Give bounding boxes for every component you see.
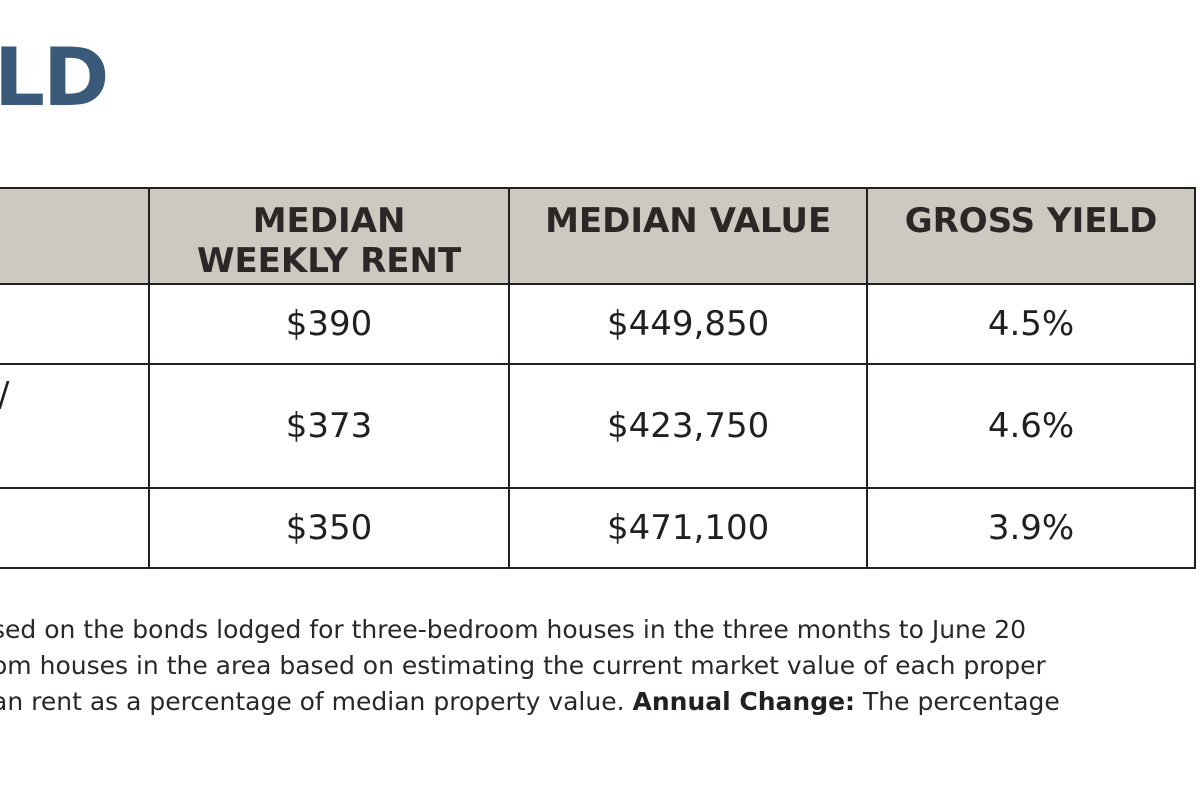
footnote-annual-change-text: The percentage: [863, 687, 1060, 716]
cell-median-value: $471,100: [508, 487, 869, 569]
table-row: $350 $471,100 3.9%: [0, 487, 1196, 569]
header-rent-line2: WEEKLY RENT: [196, 241, 462, 281]
cell-gross-yield: 3.9%: [866, 487, 1196, 569]
cell-gross-yield: 4.6%: [866, 363, 1196, 489]
cell-median-rent: $373: [147, 363, 511, 489]
header-gross-yield: GROSS YIELD: [866, 187, 1196, 285]
header-region: [0, 187, 150, 285]
row-region-label: [0, 283, 150, 365]
footnote-gross-yield-text: an rent as a percentage of median proper…: [0, 687, 625, 716]
table-header-row: MEDIAN WEEKLY RENT MEDIAN VALUE GROSS YI…: [0, 187, 1196, 285]
footnote-line-3: an rent as a percentage of median proper…: [0, 684, 1200, 720]
header-median-value: MEDIAN VALUE: [508, 187, 869, 285]
row-region-label: [0, 487, 150, 569]
cell-median-value: $449,850: [508, 283, 869, 365]
table-footnotes: sed on the bonds lodged for three-bedroo…: [0, 612, 1200, 720]
page-heading: LD: [0, 31, 109, 124]
cell-median-value: $423,750: [508, 363, 869, 489]
header-median-weekly-rent: MEDIAN WEEKLY RENT: [147, 187, 511, 285]
footnote-annual-change-label: Annual Change:: [632, 687, 856, 716]
footnote-line-2: om houses in the area based on estimatin…: [0, 651, 1046, 680]
cell-median-rent: $390: [147, 283, 511, 365]
cell-gross-yield: 4.5%: [866, 283, 1196, 365]
rental-yield-table: MEDIAN WEEKLY RENT MEDIAN VALUE GROSS YI…: [0, 187, 1196, 569]
table-row: / $373 $423,750 4.6%: [0, 363, 1196, 489]
table-row: $390 $449,850 4.5%: [0, 283, 1196, 365]
cell-median-rent: $350: [147, 487, 511, 569]
row-region-label: /: [0, 363, 150, 489]
footnote-line-1: sed on the bonds lodged for three-bedroo…: [0, 615, 1027, 644]
header-rent-line1: MEDIAN: [252, 201, 406, 241]
